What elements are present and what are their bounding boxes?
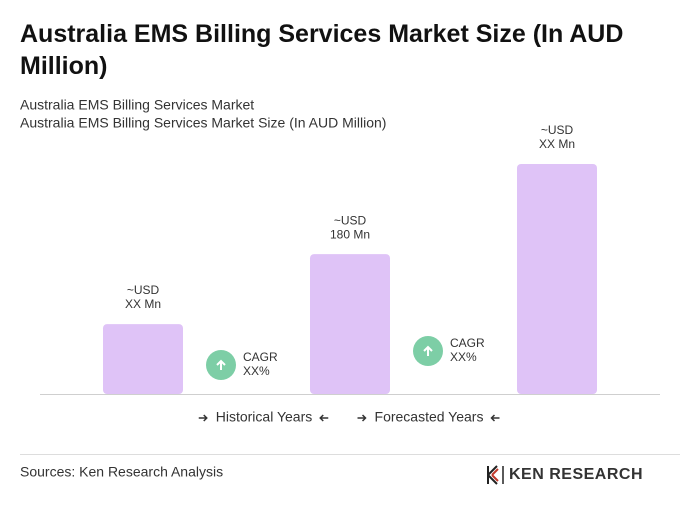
period-arrow xyxy=(490,414,500,422)
source: Sources: Ken Research Analysis xyxy=(20,464,223,480)
period-arrow xyxy=(198,414,208,422)
bar xyxy=(310,254,390,394)
logo-text: KEN RESEARCH xyxy=(509,466,643,483)
subtitle: Australia EMS Billing Services Market xyxy=(20,97,254,113)
logo-icon xyxy=(487,465,504,485)
value-label: 180 Mn xyxy=(330,227,370,241)
cagr-value: XX% xyxy=(450,350,477,364)
subtitle: Australia EMS Billing Services Market Si… xyxy=(20,115,386,131)
cagr-arrow xyxy=(216,359,226,370)
cagr-label: CAGR xyxy=(450,336,485,350)
period-arrow xyxy=(319,414,329,422)
value-label: XX Mn xyxy=(539,137,575,151)
value-label-prefix: ~USD xyxy=(127,283,160,297)
period-label: Forecasted Years xyxy=(375,409,484,425)
chart-title: Australia EMS Billing Services Market Si… xyxy=(20,20,624,80)
cagr-value: XX% xyxy=(243,364,270,378)
value-label-prefix: ~USD xyxy=(541,123,574,137)
bar xyxy=(103,324,183,394)
bar xyxy=(517,164,597,394)
period-label: Historical Years xyxy=(216,409,313,425)
cagr-label: CAGR xyxy=(243,350,278,364)
period-arrow xyxy=(357,414,367,422)
value-label-prefix: ~USD xyxy=(334,213,367,227)
value-label: XX Mn xyxy=(125,297,161,311)
cagr-arrow xyxy=(423,345,433,356)
